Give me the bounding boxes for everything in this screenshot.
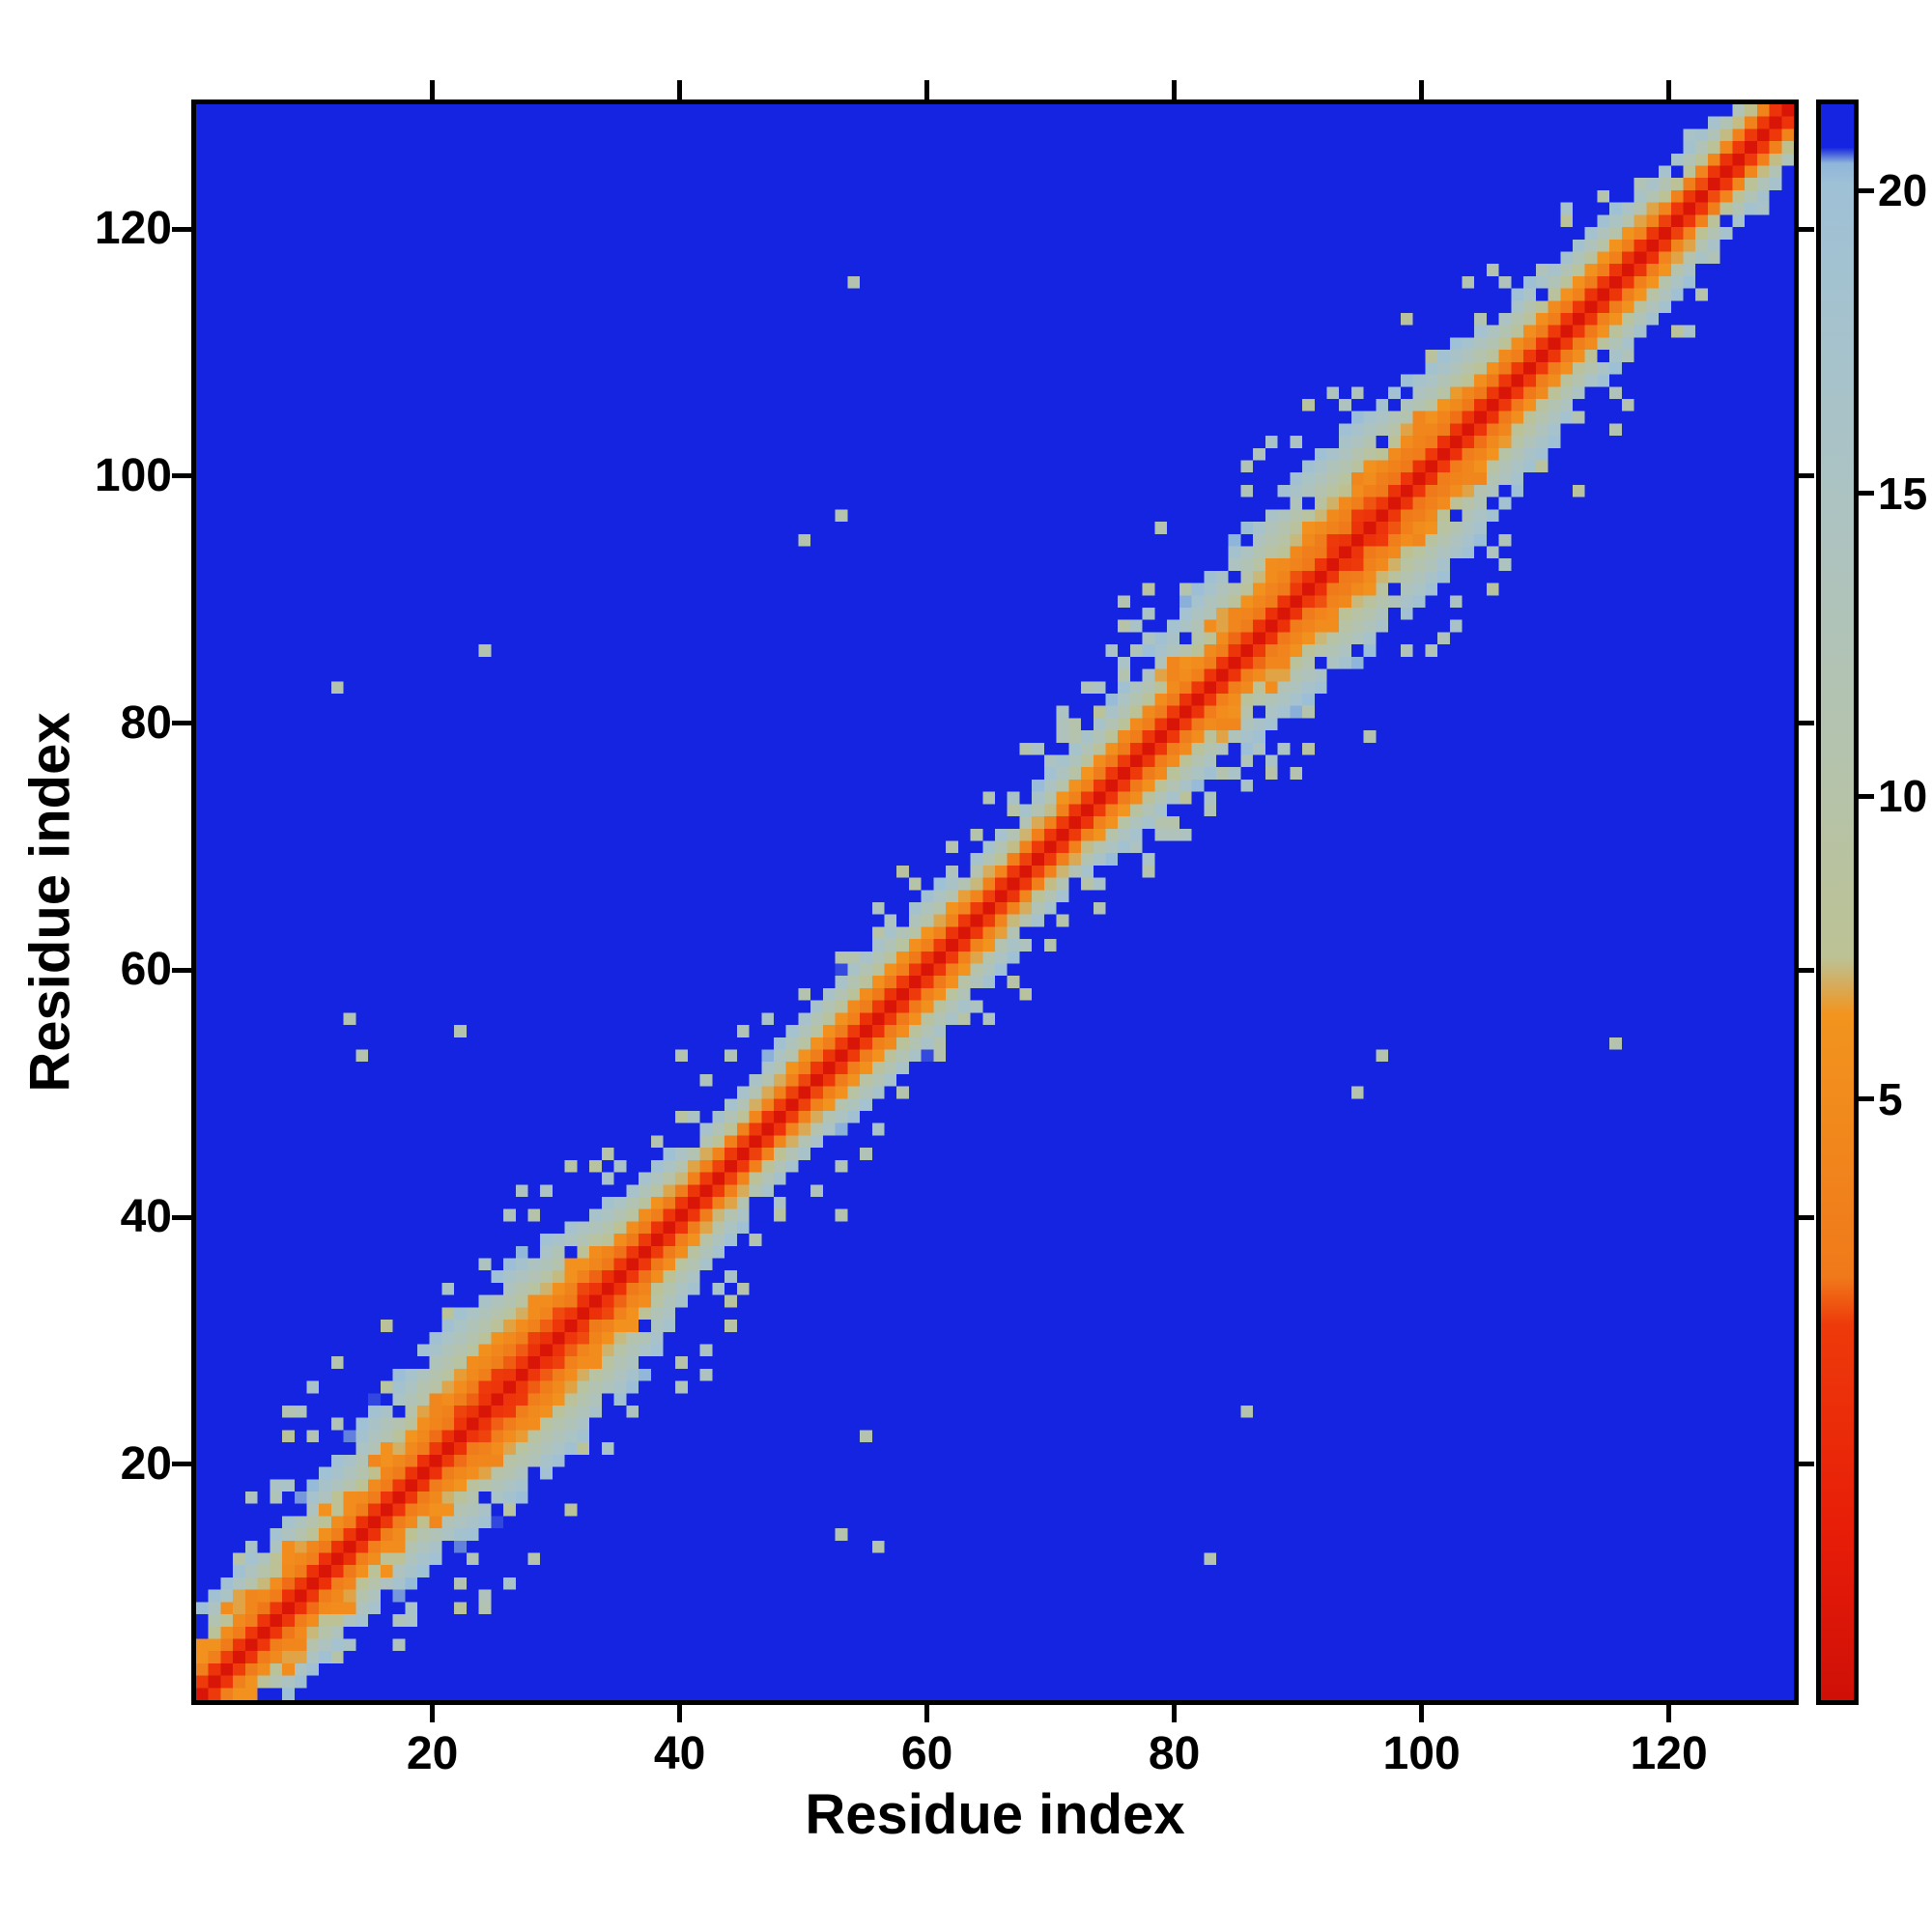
- x-axis-tick: [677, 80, 683, 99]
- y-axis-tick: [1799, 721, 1814, 726]
- x-axis-tick: [1172, 80, 1178, 99]
- colorbar-gradient: [1816, 99, 1859, 1705]
- x-axis-tick: [1666, 80, 1672, 99]
- x-axis-tick: [677, 1705, 683, 1722]
- y-axis-tick: [172, 473, 191, 479]
- x-axis-tick: [1419, 1705, 1425, 1722]
- colorbar-tick: [1859, 187, 1874, 193]
- y-axis-label: Residue index: [18, 712, 82, 1093]
- x-tick-label: 100: [1382, 1728, 1461, 1779]
- x-tick-label: 120: [1630, 1728, 1708, 1779]
- x-axis-tick: [1172, 1705, 1178, 1722]
- y-tick-label: 60: [120, 944, 172, 996]
- y-axis-tick: [172, 967, 191, 973]
- x-axis-label: Residue index: [805, 1783, 1185, 1846]
- y-axis-tick: [172, 1462, 191, 1467]
- y-tick-label: 120: [94, 203, 172, 255]
- y-axis-tick: [172, 721, 191, 726]
- heatmap-plot: [191, 99, 1799, 1705]
- x-axis-tick: [1419, 80, 1425, 99]
- colorbar-tick-label: 20: [1878, 165, 1928, 216]
- colorbar-tick-label: 15: [1878, 468, 1928, 519]
- y-tick-label: 100: [94, 449, 172, 501]
- x-tick-label: 60: [900, 1728, 953, 1779]
- x-axis-tick: [430, 80, 436, 99]
- x-axis-tick: [924, 80, 930, 99]
- y-tick-label: 20: [120, 1437, 172, 1490]
- x-axis-tick: [430, 1705, 436, 1722]
- x-axis-tick: [924, 1705, 930, 1722]
- x-tick-label: 80: [1148, 1728, 1201, 1779]
- y-axis-tick: [172, 226, 191, 232]
- colorbar-tick: [1859, 793, 1874, 799]
- y-axis-tick: [1799, 1214, 1814, 1220]
- y-axis-tick: [1799, 967, 1814, 973]
- colorbar-tick-label: 10: [1878, 771, 1928, 822]
- y-axis-tick: [172, 1214, 191, 1220]
- colorbar-tick: [1859, 1096, 1874, 1102]
- colorbar-tick: [1859, 491, 1874, 497]
- y-axis-tick: [1799, 226, 1814, 232]
- y-axis-tick: [1799, 1462, 1814, 1467]
- y-axis-tick: [1799, 473, 1814, 479]
- x-tick-label: 40: [653, 1728, 706, 1779]
- heatmap-canvas: [196, 104, 1794, 1700]
- x-axis-tick: [1666, 1705, 1672, 1722]
- x-tick-label: 20: [406, 1728, 459, 1779]
- y-tick-label: 40: [120, 1191, 172, 1242]
- y-tick-label: 80: [120, 696, 172, 749]
- colorbar-tick-label: 5: [1878, 1073, 1903, 1124]
